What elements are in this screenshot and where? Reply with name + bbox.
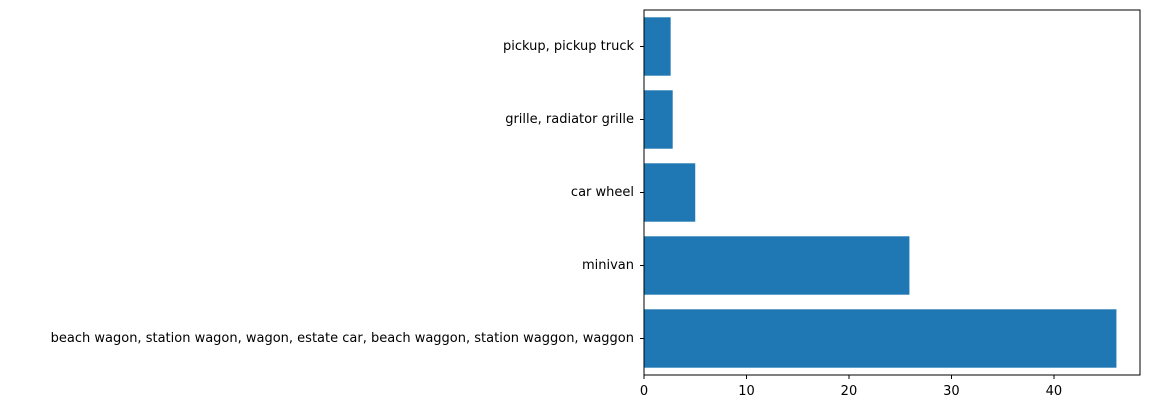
bar-4	[644, 17, 671, 76]
bar-3	[644, 90, 673, 149]
x-tick-label: 0	[640, 384, 648, 399]
y-tick-label: pickup, pickup truck	[503, 39, 634, 54]
x-axis: 0 10 20 30 40	[640, 375, 1062, 399]
y-tick-label: grille, radiator grille	[505, 112, 634, 127]
plot-frame	[643, 9, 1141, 376]
bar-0	[644, 309, 1117, 368]
bars-layer	[644, 17, 1117, 368]
x-tick-label: 20	[841, 384, 858, 399]
bar-1	[644, 236, 910, 295]
y-axis: beach wagon, station wagon, wagon, estat…	[51, 39, 644, 346]
x-tick-label: 40	[1046, 384, 1063, 399]
x-tick-label: 30	[943, 384, 960, 399]
y-tick-label: beach wagon, station wagon, wagon, estat…	[51, 331, 634, 346]
y-tick-label: car wheel	[571, 185, 634, 200]
y-tick-label: minivan	[582, 258, 634, 273]
x-tick-label: 10	[738, 384, 755, 399]
bar-2	[644, 163, 696, 222]
